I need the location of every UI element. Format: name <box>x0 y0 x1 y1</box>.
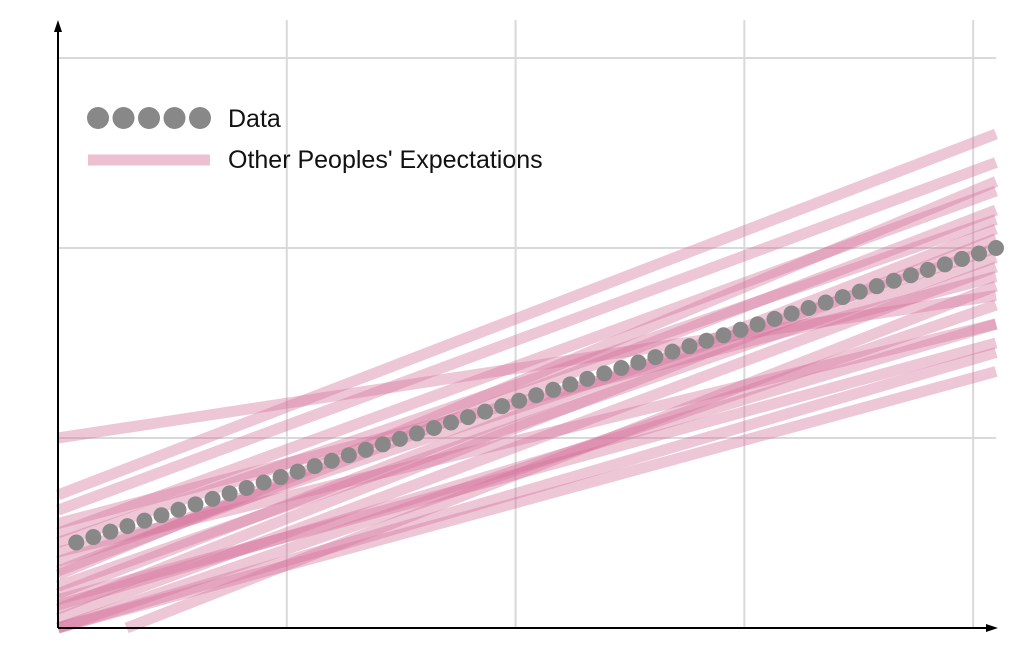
data-point <box>238 479 255 496</box>
legend-data-marker <box>87 107 211 129</box>
data-point <box>494 398 511 415</box>
data-point <box>357 441 374 458</box>
legend-dot <box>163 107 186 129</box>
expectation-lines <box>55 128 999 634</box>
expectation-line-15 <box>56 337 998 605</box>
legend-dot <box>138 107 160 129</box>
data-point <box>902 267 919 284</box>
data-point <box>102 523 119 540</box>
data-point <box>715 327 732 344</box>
data-point <box>698 332 715 349</box>
grid <box>58 20 996 628</box>
data-point <box>272 469 289 486</box>
data-point <box>664 343 681 360</box>
data-point <box>340 447 357 464</box>
legend-dot <box>112 107 135 129</box>
data-point <box>834 289 851 306</box>
data-point <box>68 534 85 551</box>
data-point <box>596 365 613 382</box>
data-point <box>681 338 698 355</box>
data-point <box>289 463 306 480</box>
legend-label-expectations: Other Peoples' Expectations <box>228 146 543 174</box>
expectation-line-19 <box>55 176 999 580</box>
expectation-line-3 <box>56 157 998 516</box>
axes <box>54 20 998 632</box>
data-point <box>425 419 442 436</box>
data-point <box>885 272 902 289</box>
expectation-line-8 <box>56 252 998 592</box>
data-point <box>119 518 136 535</box>
data-point <box>306 458 323 475</box>
expectation-line-2 <box>56 128 998 501</box>
data-point <box>630 354 647 371</box>
data-point <box>391 430 408 447</box>
expectation-line-1 <box>57 290 997 444</box>
data-point <box>511 392 528 409</box>
data-point <box>85 529 102 546</box>
expectation-line-4 <box>56 185 998 539</box>
data-point <box>579 370 596 387</box>
data-point <box>528 387 545 404</box>
data-point <box>732 321 749 338</box>
data-point <box>613 359 630 376</box>
data-point <box>970 245 987 262</box>
data-point <box>374 436 391 453</box>
data-point <box>851 283 868 300</box>
expectation-line-16 <box>56 318 998 558</box>
expectation-line-7 <box>56 204 998 577</box>
data-points <box>68 240 1004 551</box>
legend: Data Other Peoples' Expectations <box>87 105 543 174</box>
data-point <box>545 381 562 398</box>
data-point <box>408 425 425 442</box>
y-axis-arrow <box>54 20 62 32</box>
data-point <box>919 261 936 278</box>
data-point <box>783 305 800 322</box>
expectation-line-14 <box>56 366 998 634</box>
data-point <box>221 485 238 502</box>
data-point <box>204 490 221 507</box>
data-point <box>153 507 170 524</box>
data-point <box>953 250 970 267</box>
data-point <box>442 414 459 431</box>
data-point <box>988 240 1004 256</box>
data-point <box>749 316 766 333</box>
expectation-line-11 <box>56 261 998 624</box>
legend-dot <box>87 107 109 129</box>
data-point <box>800 299 817 316</box>
expectation-line-20 <box>56 318 998 611</box>
x-axis-arrow <box>986 624 998 632</box>
data-point <box>647 349 664 366</box>
expectation-line-12 <box>56 299 998 634</box>
data-point <box>460 409 477 426</box>
data-point <box>187 496 204 513</box>
legend-dot <box>189 107 211 129</box>
data-point <box>766 310 783 327</box>
data-point <box>868 278 885 295</box>
data-point <box>170 501 187 518</box>
data-point <box>936 256 953 273</box>
expectation-line-13 <box>56 347 998 634</box>
data-point <box>255 474 272 491</box>
legend-label-data: Data <box>228 105 281 133</box>
data-point <box>817 294 834 311</box>
data-point <box>136 512 153 529</box>
data-point <box>477 403 494 420</box>
data-point <box>562 376 579 393</box>
expectation-line-18 <box>124 280 999 634</box>
expectation-line-5 <box>56 214 998 548</box>
data-point <box>323 452 340 469</box>
